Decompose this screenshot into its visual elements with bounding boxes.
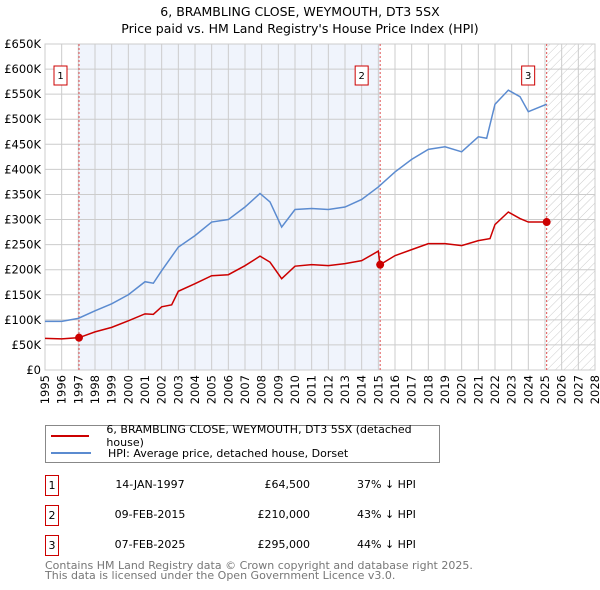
legend-label: 6, BRAMBLING CLOSE, WEYMOUTH, DT3 5SX (d… bbox=[106, 423, 412, 449]
x-tick-label: 2011 bbox=[305, 375, 319, 404]
sale-date: 14-JAN-1997 bbox=[115, 478, 185, 491]
x-tick-label: 2018 bbox=[421, 375, 435, 404]
y-tick-label: £100K bbox=[4, 313, 41, 327]
shaded-period bbox=[79, 44, 381, 370]
sale-date: 07-FEB-2025 bbox=[114, 538, 186, 551]
sale-marker-box bbox=[354, 65, 369, 86]
sale-hpi: 37% ↓ HPI bbox=[357, 478, 416, 491]
sale-row: 3 07-FEB-2025 £295,000 44% ↓ HPI bbox=[45, 535, 445, 556]
chart-title: 6, BRAMBLING CLOSE, WEYMOUTH, DT3 5SX bbox=[160, 4, 440, 19]
y-tick-label: £0 bbox=[26, 363, 41, 377]
forecast-hatch bbox=[546, 44, 595, 370]
x-tick-label: 2024 bbox=[521, 375, 535, 404]
sale-row: 1 14-JAN-1997 £64,500 37% ↓ HPI bbox=[45, 475, 445, 496]
legend-swatch-blue bbox=[51, 452, 91, 454]
sale-marker-box bbox=[521, 65, 536, 86]
y-tick-label: £350K bbox=[4, 187, 41, 201]
x-tick-label: 2017 bbox=[405, 375, 419, 404]
series-line bbox=[44, 211, 547, 340]
sale-hpi: 43% ↓ HPI bbox=[357, 508, 416, 521]
sale-point bbox=[376, 260, 385, 269]
chart-subtitle: Price paid vs. HM Land Registry's House … bbox=[121, 21, 479, 36]
sale-marker-label: 1 bbox=[45, 475, 59, 496]
sale-point bbox=[542, 218, 551, 227]
x-tick-label: 1996 bbox=[55, 375, 69, 404]
sale-price: £64,500 bbox=[264, 478, 311, 491]
sale-marker-number: 2 bbox=[358, 71, 364, 82]
x-tick-label: 2014 bbox=[355, 375, 369, 404]
x-tick-label: 2005 bbox=[205, 375, 219, 404]
x-tick-label: 2000 bbox=[121, 375, 135, 404]
x-tick-label: 2021 bbox=[471, 375, 485, 404]
y-tick-label: £650K bbox=[4, 37, 41, 51]
x-tick-label: 2022 bbox=[488, 375, 502, 404]
y-tick-label: £550K bbox=[4, 87, 41, 101]
legend-item-hpi: HPI: Average price, detached house, Dors… bbox=[46, 445, 348, 461]
y-tick-label: £450K bbox=[4, 137, 41, 151]
x-tick-label: 2001 bbox=[138, 375, 152, 404]
y-tick-label: £500K bbox=[4, 112, 41, 126]
x-tick-label: 2019 bbox=[438, 375, 452, 404]
x-tick-label: 2025 bbox=[538, 375, 552, 404]
legend-swatch-red bbox=[51, 435, 90, 437]
plot-border bbox=[44, 43, 596, 371]
price-chart: £0 £50K £100K £150K £200K £250K £300K £350K £400… bbox=[4, 37, 600, 404]
sale-price: £210,000 bbox=[257, 508, 311, 521]
footer-copyright: Contains HM Land Registry data © Crown c… bbox=[45, 559, 473, 572]
y-tick-label: £250K bbox=[4, 238, 41, 252]
legend-label: HPI: Average price, detached house, Dors… bbox=[108, 446, 349, 460]
y-tick-label: £50K bbox=[12, 338, 42, 352]
x-tick-label: 2003 bbox=[171, 375, 185, 404]
series-line bbox=[45, 89, 547, 323]
sale-row: 2 09-FEB-2015 £210,000 43% ↓ HPI bbox=[45, 505, 445, 526]
chart-legend: 6, BRAMBLING CLOSE, WEYMOUTH, DT3 5SX (d… bbox=[45, 423, 440, 463]
x-tick-label: 1998 bbox=[88, 375, 102, 404]
sale-point bbox=[75, 333, 83, 342]
sale-price: £295,000 bbox=[257, 538, 311, 551]
x-tick-label: 2026 bbox=[555, 375, 569, 404]
sale-date: 09-FEB-2015 bbox=[114, 508, 186, 521]
y-tick-label: £400K bbox=[4, 162, 41, 176]
sale-marker-label: 2 bbox=[45, 505, 59, 526]
sale-marker-number: 3 bbox=[525, 71, 531, 82]
footer-licence: This data is licensed under the Open Gov… bbox=[45, 569, 396, 582]
x-tick-label: 1999 bbox=[105, 375, 119, 404]
x-tick-label: 2002 bbox=[155, 375, 169, 404]
sale-hpi: 44% ↓ HPI bbox=[357, 538, 416, 551]
y-tick-label: £200K bbox=[4, 263, 41, 277]
y-tick-label: £600K bbox=[4, 62, 41, 76]
x-tick-label: 2027 bbox=[571, 375, 585, 404]
sale-marker-box bbox=[53, 65, 68, 86]
x-tick-label: 2004 bbox=[188, 375, 202, 404]
x-tick-label: 2007 bbox=[238, 375, 252, 404]
x-tick-label: 2015 bbox=[371, 375, 385, 404]
x-tick-label: 2008 bbox=[255, 375, 269, 404]
y-tick-label: £150K bbox=[4, 288, 41, 302]
x-tick-label: 1995 bbox=[38, 375, 52, 404]
legend-item-property: 6, BRAMBLING CLOSE, WEYMOUTH, DT3 5SX (d… bbox=[46, 423, 439, 449]
sale-marker-label: 3 bbox=[45, 535, 59, 556]
x-tick-label: 2006 bbox=[221, 375, 235, 404]
x-tick-label: 2009 bbox=[271, 375, 285, 404]
x-tick-label: 2010 bbox=[288, 375, 302, 404]
x-tick-label: 1997 bbox=[71, 375, 85, 404]
x-tick-label: 2016 bbox=[388, 375, 402, 404]
x-tick-label: 2023 bbox=[505, 375, 519, 404]
x-tick-label: 2020 bbox=[455, 375, 469, 404]
x-tick-label: 2028 bbox=[588, 375, 600, 404]
y-tick-label: £300K bbox=[4, 213, 41, 227]
x-tick-label: 2013 bbox=[338, 375, 352, 404]
x-tick-label: 2012 bbox=[321, 375, 335, 404]
sale-marker-number: 1 bbox=[57, 71, 63, 82]
